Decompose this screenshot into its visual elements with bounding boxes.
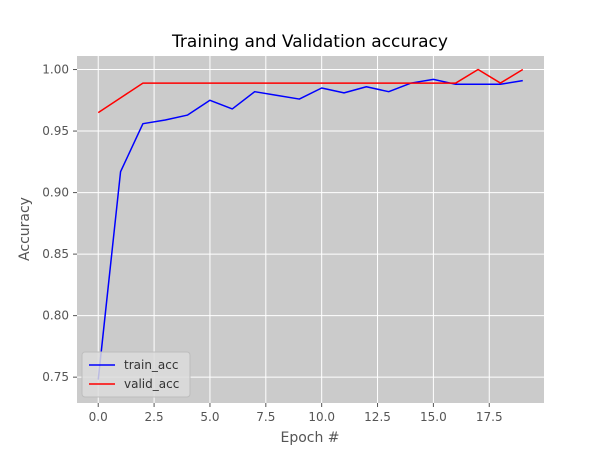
x-axis-ticks: 0.0 2.5 5.0 7.5 10.0 12.5 15.0 17.5 [89,403,503,424]
x-tick-label: 2.5 [145,410,164,424]
x-tick-label: 10.0 [308,410,335,424]
x-tick-label: 12.5 [364,410,391,424]
y-axis-label: Accuracy [17,197,33,261]
series-lines [97,68,524,380]
chart-title: Training and Validation accuracy [171,32,448,52]
legend-label: valid_acc [124,377,179,391]
x-tick-label: 0.0 [89,410,108,424]
x-tick-label: 15.0 [420,410,447,424]
x-tick-label: 17.5 [476,410,503,424]
grid-lines [77,56,544,403]
y-tick-label: 0.95 [42,124,69,138]
plot-area [77,56,544,403]
legend-box [81,351,191,398]
y-tick-label: 0.75 [42,370,69,384]
series-line-valid-acc [97,68,524,114]
legend-label: train_acc [124,358,178,372]
y-axis-ticks: 0.75 0.80 0.85 0.90 0.95 1.00 [42,63,77,384]
x-tick-label: 7.5 [256,410,275,424]
legend: train_acc valid_acc [81,351,191,398]
y-tick-label: 1.00 [42,63,69,77]
y-tick-label: 0.80 [42,309,69,323]
y-tick-label: 0.90 [42,186,69,200]
x-axis-label: Epoch # [280,430,339,446]
x-tick-label: 5.0 [200,410,219,424]
y-tick-label: 0.85 [42,247,69,261]
